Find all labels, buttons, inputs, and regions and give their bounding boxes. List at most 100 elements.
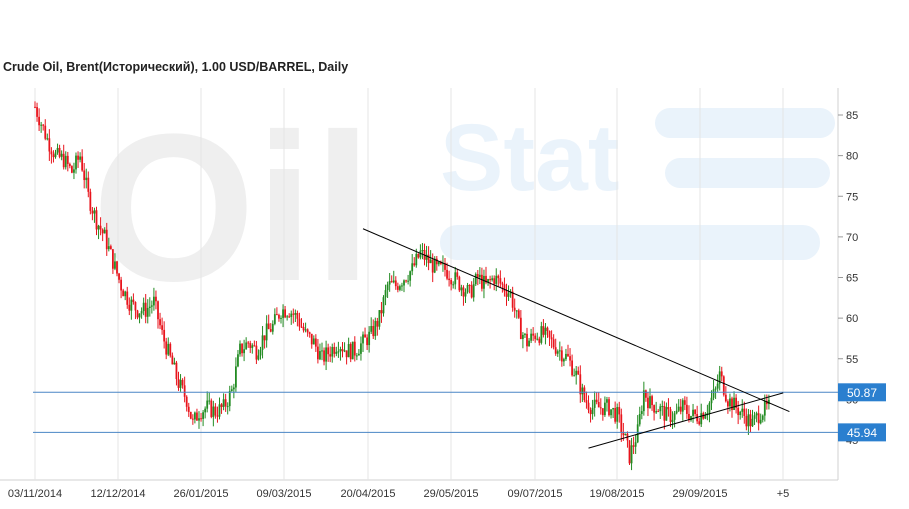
- candle: [495, 268, 498, 292]
- candle: [501, 281, 504, 293]
- candle: [403, 279, 405, 293]
- candle: [175, 360, 178, 386]
- candle-body: [132, 299, 135, 303]
- candle: [58, 144, 61, 159]
- candle-body: [466, 285, 469, 293]
- candle-body: [450, 279, 453, 285]
- candle-body: [198, 418, 200, 421]
- candle: [759, 413, 762, 425]
- candle-body: [128, 304, 131, 311]
- candle-body: [386, 284, 389, 291]
- candle: [247, 340, 250, 348]
- candle: [483, 269, 485, 299]
- candle-body: [358, 353, 360, 356]
- candle-body: [380, 310, 383, 314]
- candle: [636, 415, 639, 444]
- candle-body: [712, 389, 715, 398]
- candle: [517, 308, 520, 319]
- candle-body: [79, 156, 81, 160]
- candle-body: [52, 154, 55, 158]
- candle-body: [722, 376, 725, 395]
- candle: [761, 414, 764, 423]
- candle-body: [677, 406, 680, 411]
- candle-body: [491, 278, 494, 281]
- candle: [712, 379, 715, 401]
- candle: [81, 149, 84, 172]
- candle: [587, 395, 590, 414]
- candle-body: [99, 225, 102, 230]
- candle: [610, 409, 612, 419]
- candle-body: [567, 353, 569, 357]
- candle-body: [317, 346, 319, 360]
- candle: [271, 320, 274, 335]
- candle-body: [749, 414, 752, 427]
- candle: [645, 389, 647, 402]
- candle-body: [663, 406, 666, 421]
- candle-body: [181, 379, 184, 386]
- candle: [349, 342, 352, 363]
- candle: [230, 385, 233, 392]
- candle: [548, 330, 551, 346]
- candle-body: [729, 398, 731, 407]
- candle-body: [77, 155, 79, 160]
- candle-body: [122, 290, 125, 297]
- candle: [675, 403, 678, 415]
- candle-body: [550, 337, 553, 340]
- candle-body: [265, 323, 268, 341]
- candle-body: [528, 340, 530, 347]
- candle-body: [372, 326, 375, 337]
- candle: [200, 412, 202, 422]
- candle: [567, 344, 569, 358]
- candle-body: [638, 413, 641, 425]
- candle-body: [669, 409, 672, 423]
- candle: [372, 319, 375, 339]
- candle: [284, 305, 286, 319]
- candle: [155, 290, 157, 310]
- candle-body: [431, 259, 434, 273]
- candle-body: [575, 370, 578, 376]
- candle: [321, 342, 323, 361]
- candle: [128, 297, 131, 316]
- candle-body: [768, 399, 770, 405]
- candle-body: [524, 333, 526, 335]
- candle: [122, 288, 125, 297]
- candle: [220, 403, 223, 414]
- candle-body: [501, 283, 504, 285]
- candle: [575, 365, 578, 385]
- candle-body: [364, 334, 366, 338]
- candle-body: [661, 406, 664, 408]
- candle: [241, 343, 243, 357]
- candle-body: [737, 407, 740, 416]
- candle-body: [753, 415, 756, 419]
- candle-body: [169, 343, 172, 356]
- x-tick-label: 29/09/2015: [672, 488, 727, 500]
- candle-body: [243, 349, 245, 354]
- candle-body: [253, 345, 256, 347]
- candle-body: [194, 412, 196, 420]
- candle: [727, 399, 729, 414]
- candle: [460, 284, 463, 297]
- candle-body: [167, 343, 170, 355]
- candle-body: [388, 281, 391, 285]
- candle: [132, 293, 135, 305]
- candle-body: [304, 329, 307, 331]
- candle: [530, 328, 532, 344]
- candle: [390, 275, 393, 283]
- candle-body: [362, 334, 364, 344]
- candle: [282, 304, 284, 328]
- candle-body: [474, 274, 477, 285]
- candle: [661, 400, 664, 416]
- candle: [522, 332, 524, 349]
- candle-body: [347, 344, 350, 358]
- candle: [232, 383, 235, 399]
- y-tick-label: 80: [846, 151, 858, 163]
- candle: [681, 398, 684, 421]
- candle-body: [280, 317, 282, 319]
- candle: [130, 296, 133, 320]
- candle: [71, 165, 73, 174]
- candle-body: [745, 415, 748, 427]
- candle-body: [107, 246, 110, 250]
- candle: [577, 366, 580, 375]
- candle-body: [276, 314, 278, 316]
- candle: [343, 342, 346, 353]
